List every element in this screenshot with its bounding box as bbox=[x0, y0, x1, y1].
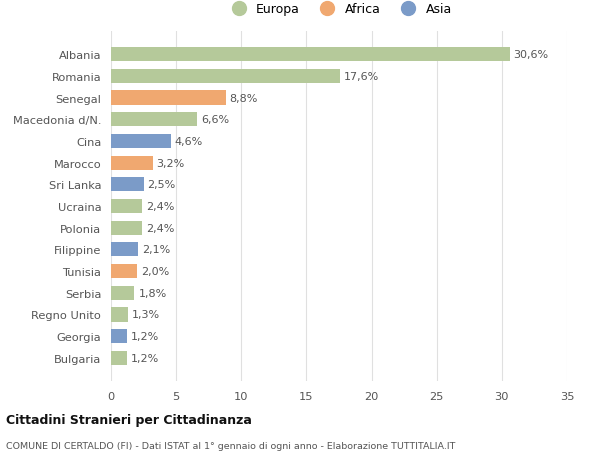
Bar bbox=[111, 200, 142, 213]
Bar bbox=[111, 134, 171, 149]
Bar bbox=[111, 48, 509, 62]
Bar bbox=[111, 113, 197, 127]
Bar bbox=[111, 70, 340, 84]
Text: 1,2%: 1,2% bbox=[131, 331, 159, 341]
Text: 1,3%: 1,3% bbox=[132, 310, 160, 320]
Text: COMUNE DI CERTALDO (FI) - Dati ISTAT al 1° gennaio di ogni anno - Elaborazione T: COMUNE DI CERTALDO (FI) - Dati ISTAT al … bbox=[6, 441, 455, 450]
Text: 2,5%: 2,5% bbox=[148, 180, 176, 190]
Text: 2,0%: 2,0% bbox=[141, 267, 169, 276]
Text: 6,6%: 6,6% bbox=[201, 115, 229, 125]
Text: 17,6%: 17,6% bbox=[344, 72, 379, 82]
Text: 2,1%: 2,1% bbox=[142, 245, 170, 255]
Bar bbox=[111, 264, 137, 279]
Text: 1,2%: 1,2% bbox=[131, 353, 159, 363]
Text: 2,4%: 2,4% bbox=[146, 223, 175, 233]
Text: 8,8%: 8,8% bbox=[230, 93, 258, 103]
Legend: Europa, Africa, Asia: Europa, Africa, Asia bbox=[223, 1, 455, 19]
Text: 4,6%: 4,6% bbox=[175, 137, 203, 146]
Bar bbox=[111, 351, 127, 365]
Text: Cittadini Stranieri per Cittadinanza: Cittadini Stranieri per Cittadinanza bbox=[6, 413, 252, 426]
Bar bbox=[111, 156, 152, 170]
Text: 3,2%: 3,2% bbox=[157, 158, 185, 168]
Bar bbox=[111, 243, 139, 257]
Bar bbox=[111, 178, 143, 192]
Text: 2,4%: 2,4% bbox=[146, 202, 175, 212]
Bar bbox=[111, 91, 226, 106]
Bar bbox=[111, 308, 128, 322]
Text: 30,6%: 30,6% bbox=[514, 50, 549, 60]
Bar bbox=[111, 330, 127, 343]
Bar bbox=[111, 221, 142, 235]
Bar bbox=[111, 286, 134, 300]
Text: 1,8%: 1,8% bbox=[139, 288, 167, 298]
